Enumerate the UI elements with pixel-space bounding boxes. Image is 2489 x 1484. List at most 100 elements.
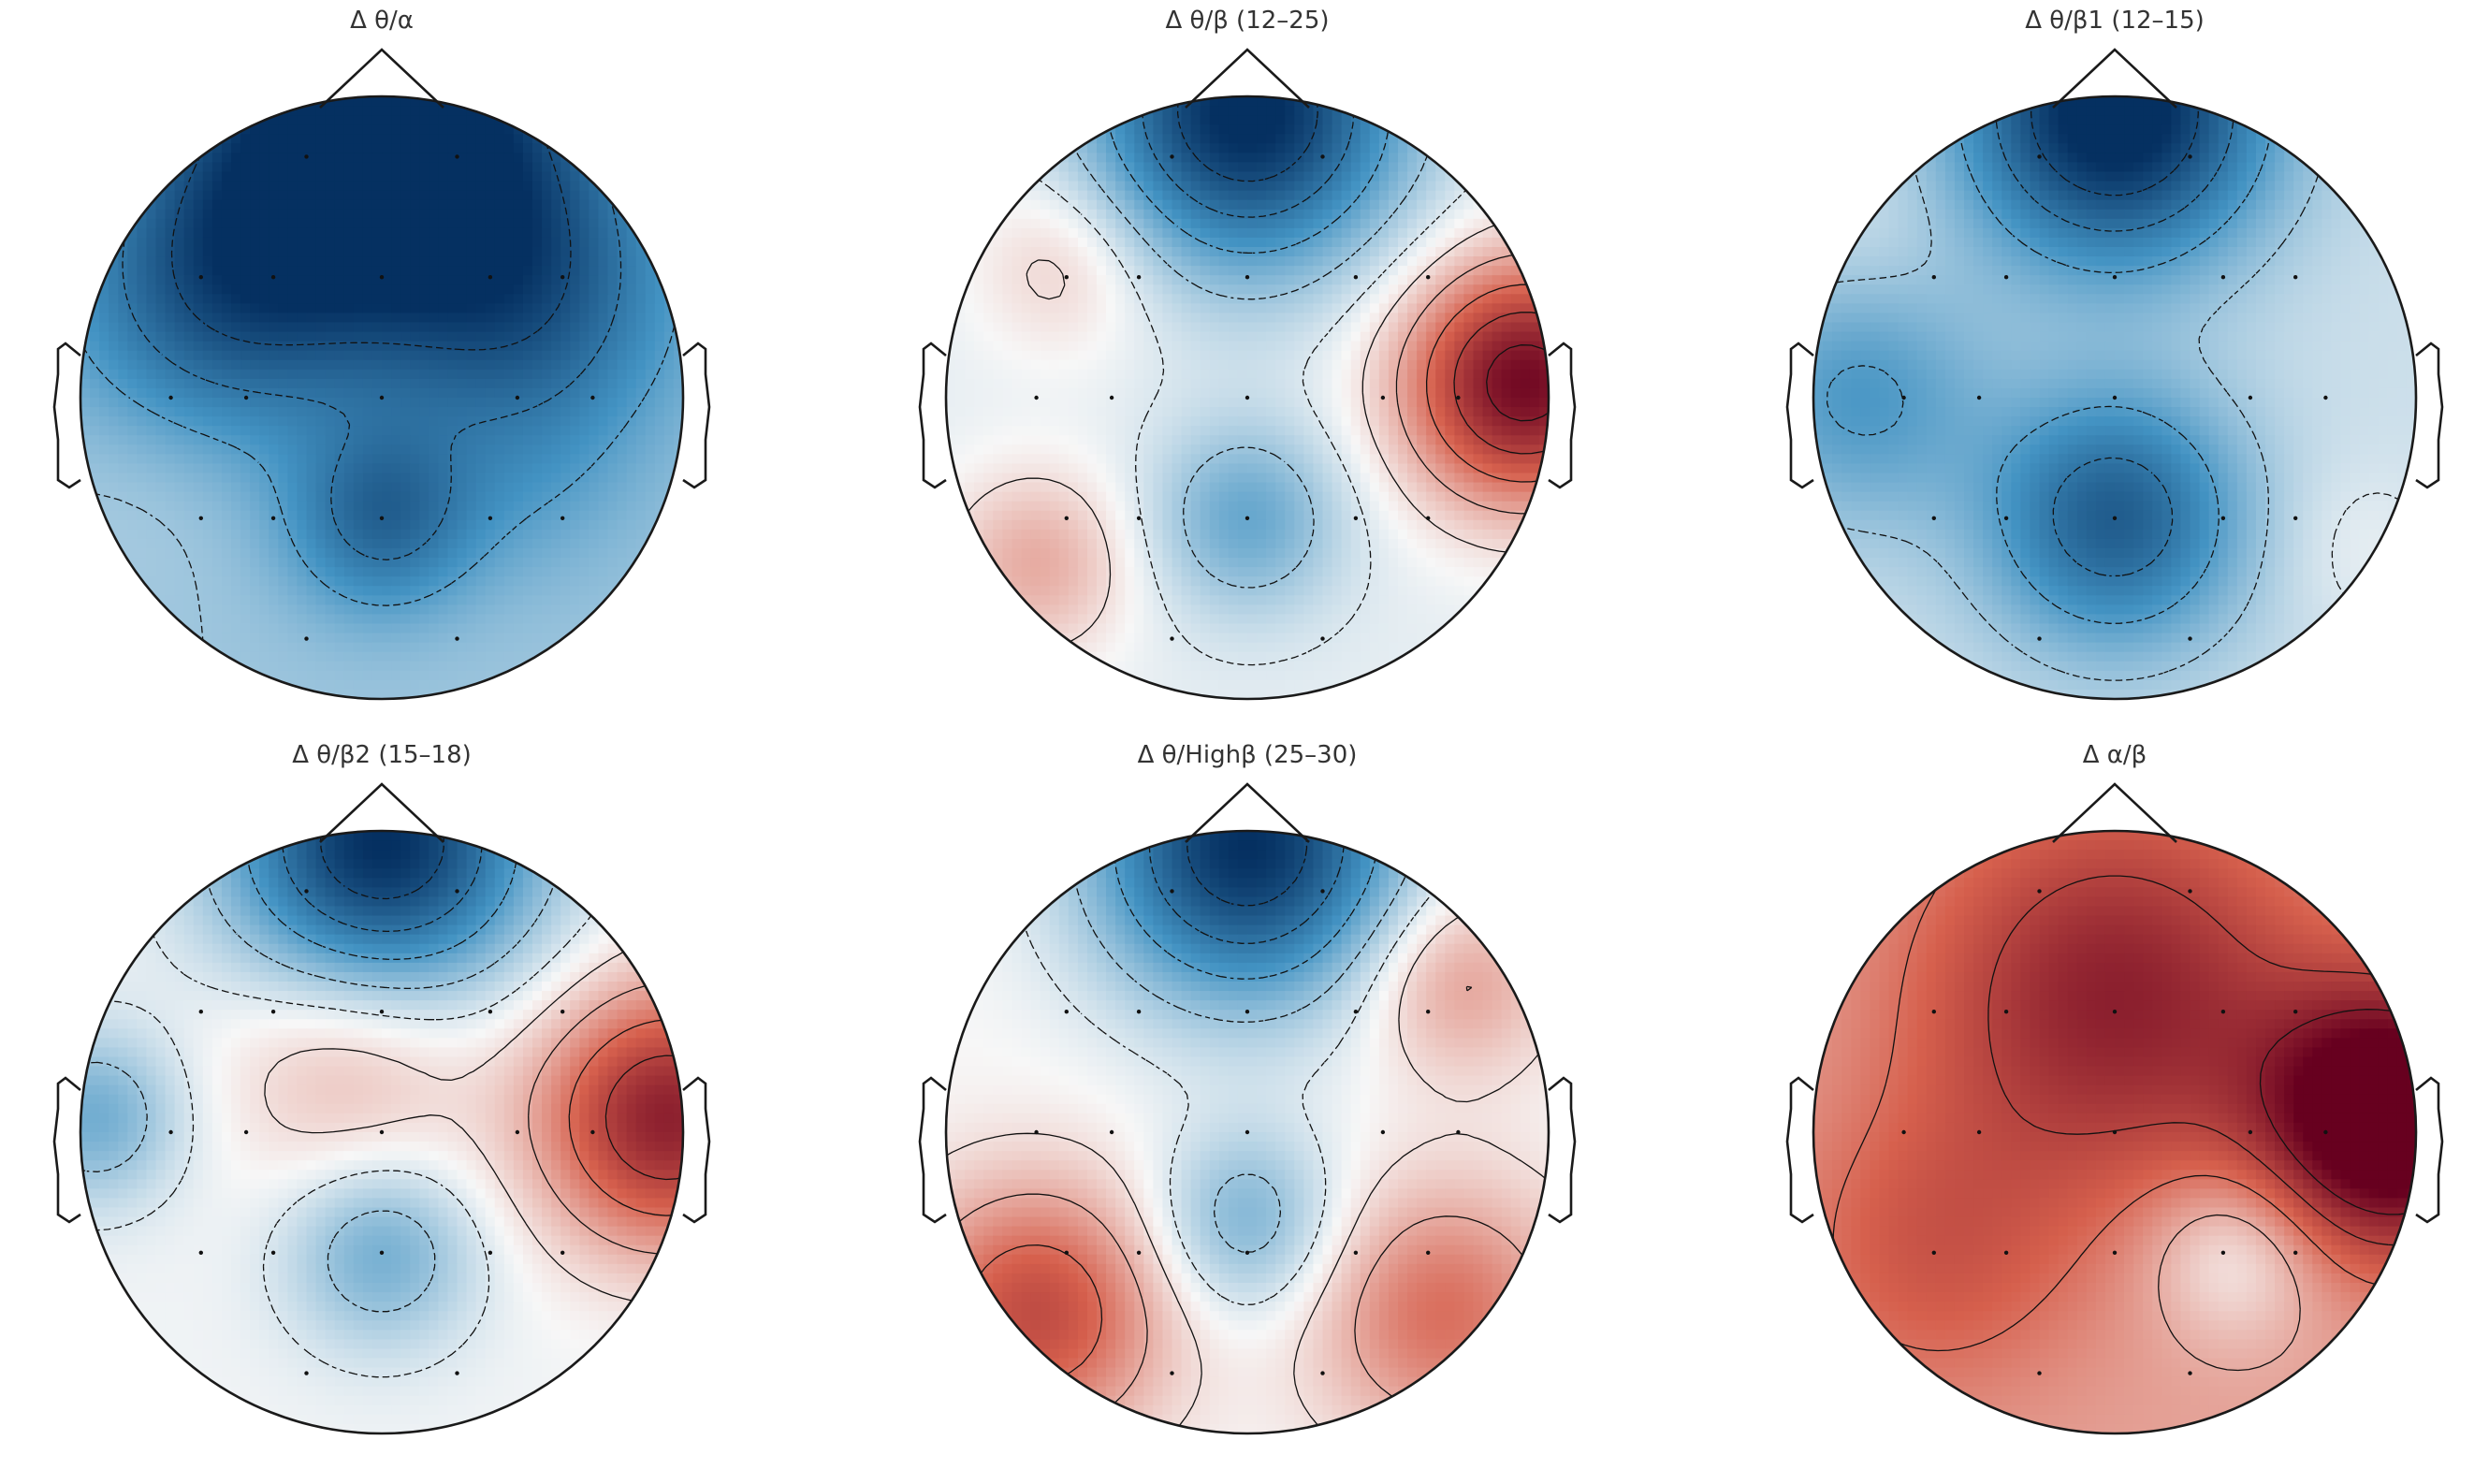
heatmap-cell <box>1021 218 1032 229</box>
heatmap-cell <box>1086 313 1098 324</box>
heatmap-cell <box>297 266 308 276</box>
heatmap-cell <box>410 256 420 267</box>
heatmap-cell <box>438 444 449 455</box>
heatmap-cell <box>1228 369 1239 380</box>
heatmap-cell <box>202 227 213 239</box>
heatmap-cell <box>343 199 355 211</box>
heatmap-cell <box>503 576 515 587</box>
heatmap-cell <box>315 651 327 662</box>
heatmap-cell <box>127 294 138 304</box>
heatmap-cell <box>391 689 401 699</box>
heatmap-cell <box>231 237 241 248</box>
sensor-dot <box>379 395 385 400</box>
heatmap-cell <box>1275 359 1286 371</box>
heatmap-cell <box>371 473 383 484</box>
heatmap-cell <box>983 256 994 267</box>
heatmap-cell <box>1218 115 1230 125</box>
heatmap-cell <box>1266 266 1276 276</box>
heatmap-cell <box>1143 275 1154 285</box>
heatmap-cell <box>1021 209 1032 220</box>
heatmap-cell <box>174 294 185 304</box>
heatmap-cell <box>231 134 241 144</box>
heatmap-cell <box>635 538 647 549</box>
heatmap-cell <box>532 359 543 371</box>
heatmap-cell <box>1341 313 1352 324</box>
heatmap-cell <box>391 294 401 304</box>
heatmap-cell <box>80 303 91 314</box>
heatmap-cell <box>503 444 515 455</box>
heatmap-cell <box>297 247 308 257</box>
heatmap-cell <box>1190 181 1201 192</box>
heatmap-cell <box>371 171 383 182</box>
heatmap-cell <box>250 209 260 220</box>
heatmap-cell <box>645 444 656 455</box>
heatmap-cell <box>362 670 373 681</box>
heatmap-cell <box>287 143 298 153</box>
heatmap-cell <box>410 595 420 605</box>
heatmap-cell <box>598 398 609 408</box>
heatmap-cell <box>466 651 477 662</box>
heatmap-cell <box>1275 341 1286 352</box>
heatmap-cell <box>259 218 269 229</box>
heatmap-cell <box>475 398 487 408</box>
heatmap-cell <box>382 350 392 361</box>
heatmap-cell <box>466 398 477 408</box>
heatmap-cell <box>1275 275 1286 285</box>
heatmap-cell <box>146 558 157 568</box>
heatmap-cell <box>297 633 308 644</box>
heatmap-cell <box>1350 284 1361 295</box>
heatmap-cell <box>673 387 683 399</box>
heatmap-cell <box>1350 162 1361 173</box>
heatmap-cell <box>993 313 1003 324</box>
heatmap-cell <box>532 482 543 493</box>
heatmap-cell <box>391 313 401 324</box>
heatmap-cell <box>250 275 260 285</box>
heatmap-cell <box>343 387 355 399</box>
heatmap-cell <box>371 322 383 333</box>
heatmap-cell <box>1350 227 1361 239</box>
heatmap-cell <box>654 454 665 465</box>
heatmap-cell <box>645 454 656 465</box>
heatmap-cell <box>485 567 496 577</box>
heatmap-cell <box>382 426 392 436</box>
heatmap-cell <box>438 558 449 568</box>
heatmap-cell <box>1369 162 1380 173</box>
heatmap-cell <box>1002 294 1013 304</box>
heatmap-cell <box>607 369 619 380</box>
heatmap-cell <box>447 313 458 324</box>
heatmap-cell <box>1388 294 1399 304</box>
heatmap-cell <box>362 143 373 153</box>
heatmap-cell <box>645 331 656 342</box>
heatmap-cell <box>429 294 439 304</box>
heatmap-cell <box>1030 247 1041 257</box>
heatmap-cell <box>174 275 185 285</box>
heatmap-cell <box>1435 181 1446 192</box>
heatmap-cell <box>1492 209 1503 220</box>
heatmap-cell <box>419 143 429 153</box>
heatmap-cell <box>174 359 185 371</box>
heatmap-cell <box>1200 369 1211 380</box>
heatmap-cell <box>438 378 449 389</box>
heatmap-cell <box>626 303 637 314</box>
heatmap-cell <box>315 106 327 116</box>
heatmap-cell <box>1492 303 1503 314</box>
heatmap-cell <box>165 529 176 540</box>
heatmap-cell <box>1332 181 1343 192</box>
heatmap-cell <box>1398 303 1408 314</box>
heatmap-cell <box>371 398 383 408</box>
heatmap-cell <box>1322 209 1333 220</box>
heatmap-cell <box>542 482 552 493</box>
heatmap-cell <box>466 237 477 248</box>
heatmap-cell <box>1115 134 1126 144</box>
heatmap-cell <box>297 538 308 549</box>
heatmap-cell <box>1350 350 1361 361</box>
heatmap-cell <box>165 369 176 380</box>
heatmap-cell <box>429 501 439 512</box>
heatmap-cell <box>1209 359 1220 371</box>
heatmap-cell <box>1200 209 1211 220</box>
heatmap-cell <box>466 199 477 211</box>
heatmap-cell <box>617 322 628 333</box>
heatmap-cell <box>542 614 552 625</box>
heatmap-cell <box>297 313 308 324</box>
heatmap-cell <box>306 501 317 512</box>
